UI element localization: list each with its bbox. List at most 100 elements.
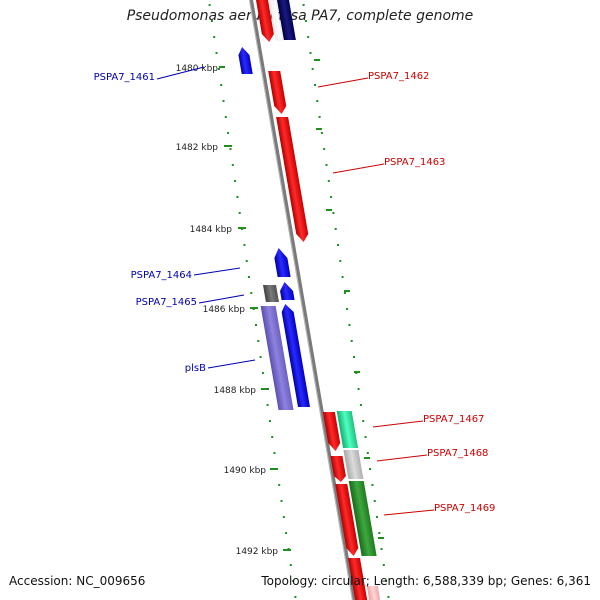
scale-dot	[273, 452, 276, 454]
scale-dot	[243, 244, 246, 246]
scale-dot	[222, 100, 225, 102]
scale-dot	[348, 324, 351, 326]
gene-bottom-pink-partial[interactable]	[366, 586, 381, 600]
scale-dot	[266, 404, 269, 406]
label-pspa7-1469[interactable]: PSPA7_1469	[434, 503, 495, 514]
scale-dot	[231, 164, 234, 166]
scale-dot	[334, 228, 337, 230]
scale-dot	[320, 132, 323, 134]
tick-label-1488: 1488 kbp	[214, 386, 257, 396]
scale-dot	[373, 500, 376, 502]
scale-dot	[357, 388, 360, 390]
tick-label-1482: 1482 kbp	[176, 143, 219, 153]
scale-dot	[215, 52, 218, 54]
scale-dot	[341, 276, 344, 278]
scale-dot	[385, 580, 388, 582]
gene-top-forward-partial[interactable]	[256, 0, 275, 42]
scale-dot	[250, 292, 253, 294]
scale-dot	[346, 308, 349, 310]
scale-dot	[339, 260, 342, 262]
gene-forward-lower-1[interactable]	[322, 412, 342, 451]
scale-dot	[350, 340, 353, 342]
scale-dot	[307, 36, 310, 38]
scale-dot	[378, 532, 381, 534]
gene-features	[237, 0, 381, 600]
gene-pspa7-1461[interactable]	[237, 47, 253, 74]
gene-long-reverse[interactable]	[280, 304, 311, 407]
scale-dot	[380, 548, 383, 550]
gene-pspa7-1467[interactable]	[336, 411, 359, 448]
scale-dot	[327, 180, 330, 182]
label-pspa7-1461[interactable]: PSPA7_1461	[94, 72, 155, 83]
gene-pspa7-1464[interactable]	[273, 248, 291, 277]
scale-dot	[366, 452, 369, 454]
scale-dot	[234, 180, 237, 182]
gene-small-reverse[interactable]	[279, 282, 295, 300]
label-pspa7-1468[interactable]: PSPA7_1468	[427, 448, 488, 459]
gene-top-navy-partial[interactable]	[277, 0, 296, 40]
scale-dot	[371, 484, 374, 486]
scale-ticks	[219, 59, 384, 551]
accession-text: Accession: NC_009656	[9, 574, 146, 588]
scale-dot	[208, 4, 211, 6]
scale-dot	[236, 196, 239, 198]
scale-dot	[382, 564, 385, 566]
scale-dot	[213, 36, 216, 38]
gene-forward-lower-4[interactable]	[347, 558, 368, 600]
scale-dot	[255, 324, 257, 326]
label-pspa7-1464[interactable]: PSPA7_1464	[131, 270, 192, 281]
scale-dot	[362, 420, 365, 422]
scale-dot	[224, 116, 227, 118]
scale-dot	[330, 196, 333, 198]
scale-dot	[285, 532, 288, 534]
scale-dot	[304, 20, 307, 22]
gene-plsb[interactable]	[260, 306, 294, 410]
scale-dot	[245, 260, 248, 262]
label-plsb[interactable]: plsB	[185, 363, 206, 374]
scale-dot	[311, 68, 314, 70]
scale-dot	[294, 596, 297, 598]
scale-dot	[323, 148, 326, 150]
tick-label-1484: 1484 kbp	[190, 225, 233, 235]
scale-dot	[227, 132, 230, 134]
label-pspa7-1467[interactable]: PSPA7_1467	[423, 414, 484, 425]
scale-dot	[332, 212, 335, 214]
tick-label-1486: 1486 kbp	[203, 305, 246, 315]
scale-dot	[292, 580, 295, 582]
gene-pspa7-1463[interactable]	[276, 117, 310, 242]
scale-dot	[257, 340, 260, 342]
scale-dot	[325, 164, 328, 166]
scale-dot	[337, 244, 339, 246]
tick-label-1492: 1492 kbp	[236, 547, 279, 557]
label-pspa7-1462[interactable]: PSPA7_1462	[368, 71, 429, 82]
gene-pspa7-1465[interactable]	[263, 285, 279, 302]
scale-dot	[280, 500, 283, 502]
gene-pspa7-1468[interactable]	[343, 450, 364, 479]
scale-dot	[343, 292, 346, 294]
label-pspa7-1463[interactable]: PSPA7_1463	[384, 157, 445, 168]
gene-forward-lower-3[interactable]	[335, 484, 359, 556]
label-pspa7-1465[interactable]: PSPA7_1465	[136, 297, 197, 308]
scale-dot	[238, 212, 241, 214]
scale-dot	[387, 596, 390, 598]
scale-dot	[314, 84, 316, 86]
scale-dot	[316, 100, 319, 102]
scale-dot	[359, 404, 362, 406]
scale-dot	[282, 516, 285, 518]
genome-summary-text: Topology: circular; Length: 6,588,339 bp…	[261, 574, 591, 588]
scale-dot	[302, 4, 305, 6]
gene-pspa7-1469[interactable]	[348, 481, 377, 556]
genome-backbone	[249, 0, 356, 600]
gene-labels: PSPA7_1461 PSPA7_1462 PSPA7_1463 PSPA7_1…	[94, 71, 496, 514]
scale-dot	[271, 436, 274, 438]
scale-dot	[353, 356, 355, 358]
tick-label-1490: 1490 kbp	[224, 466, 267, 476]
scale-dot	[229, 148, 232, 150]
scale-dot	[261, 372, 264, 374]
scale-dot	[210, 20, 213, 22]
gene-pspa7-1462[interactable]	[268, 71, 287, 114]
scale-dot	[278, 484, 281, 486]
gene-top-white-partial[interactable]	[268, 0, 284, 41]
scale-dot	[364, 436, 367, 438]
gene-forward-lower-2[interactable]	[330, 456, 346, 482]
